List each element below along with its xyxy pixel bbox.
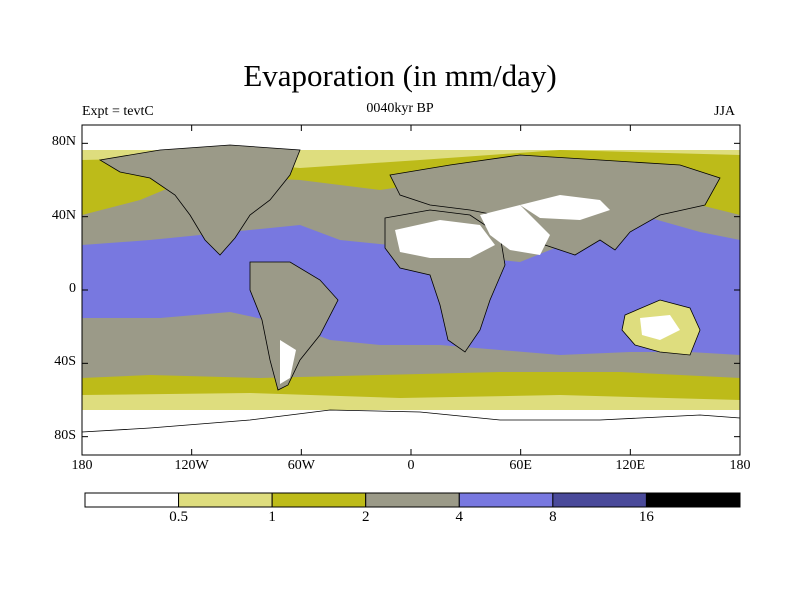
north-america-land [98, 144, 301, 256]
y-tick-label: 40S [54, 354, 76, 370]
south-america-south-desert [280, 340, 296, 384]
x-tick-label: 0 [407, 458, 415, 473]
chart-title: Evaporation (in mm/day) [243, 58, 557, 93]
australia-interior [640, 315, 680, 340]
sahara-desert [395, 220, 495, 258]
central-asia-desert [520, 195, 610, 220]
colorbar-swatch [552, 492, 647, 508]
map-field [82, 125, 740, 455]
colorbar-swatch [645, 492, 741, 508]
season-label: JJA [714, 104, 736, 119]
y-tick-label: 80S [54, 427, 76, 443]
x-tick-label: 120E [615, 458, 646, 473]
colorbar-level-label: 16 [638, 509, 654, 525]
colorbar-level-label: 8 [549, 509, 557, 525]
x-tick-label: 180 [729, 458, 751, 473]
colorbar-swatch [178, 492, 273, 508]
x-tick-label: 60E [509, 458, 532, 473]
colorbar-swatch [271, 492, 367, 508]
colorbar-level-label: 4 [455, 509, 464, 525]
chart-subtitle: 0040kyr BP [366, 101, 434, 116]
y-tick-label: 80N [51, 134, 76, 150]
colorbar-swatch [365, 492, 460, 508]
x-tick-label: 60W [287, 458, 315, 473]
x-tick-label: 120W [174, 458, 209, 473]
south-america-land [249, 261, 339, 391]
colorbar-swatch [458, 492, 554, 508]
axis-ticks [81, 125, 741, 455]
antarctica-land [82, 409, 740, 433]
arabia-desert [480, 205, 550, 255]
colorbar-level-label: 1 [268, 509, 276, 525]
y-tick-label: 40N [51, 207, 76, 223]
colorbar-level-label: 0.5 [169, 509, 188, 525]
experiment-label: Expt = tevtC [82, 104, 154, 119]
colorbar-level-label: 2 [361, 509, 370, 525]
y-tick-label: 0 [69, 281, 76, 296]
colorbar-swatch [84, 492, 180, 508]
x-tick-label: 180 [71, 458, 93, 473]
colorbar [84, 492, 741, 508]
